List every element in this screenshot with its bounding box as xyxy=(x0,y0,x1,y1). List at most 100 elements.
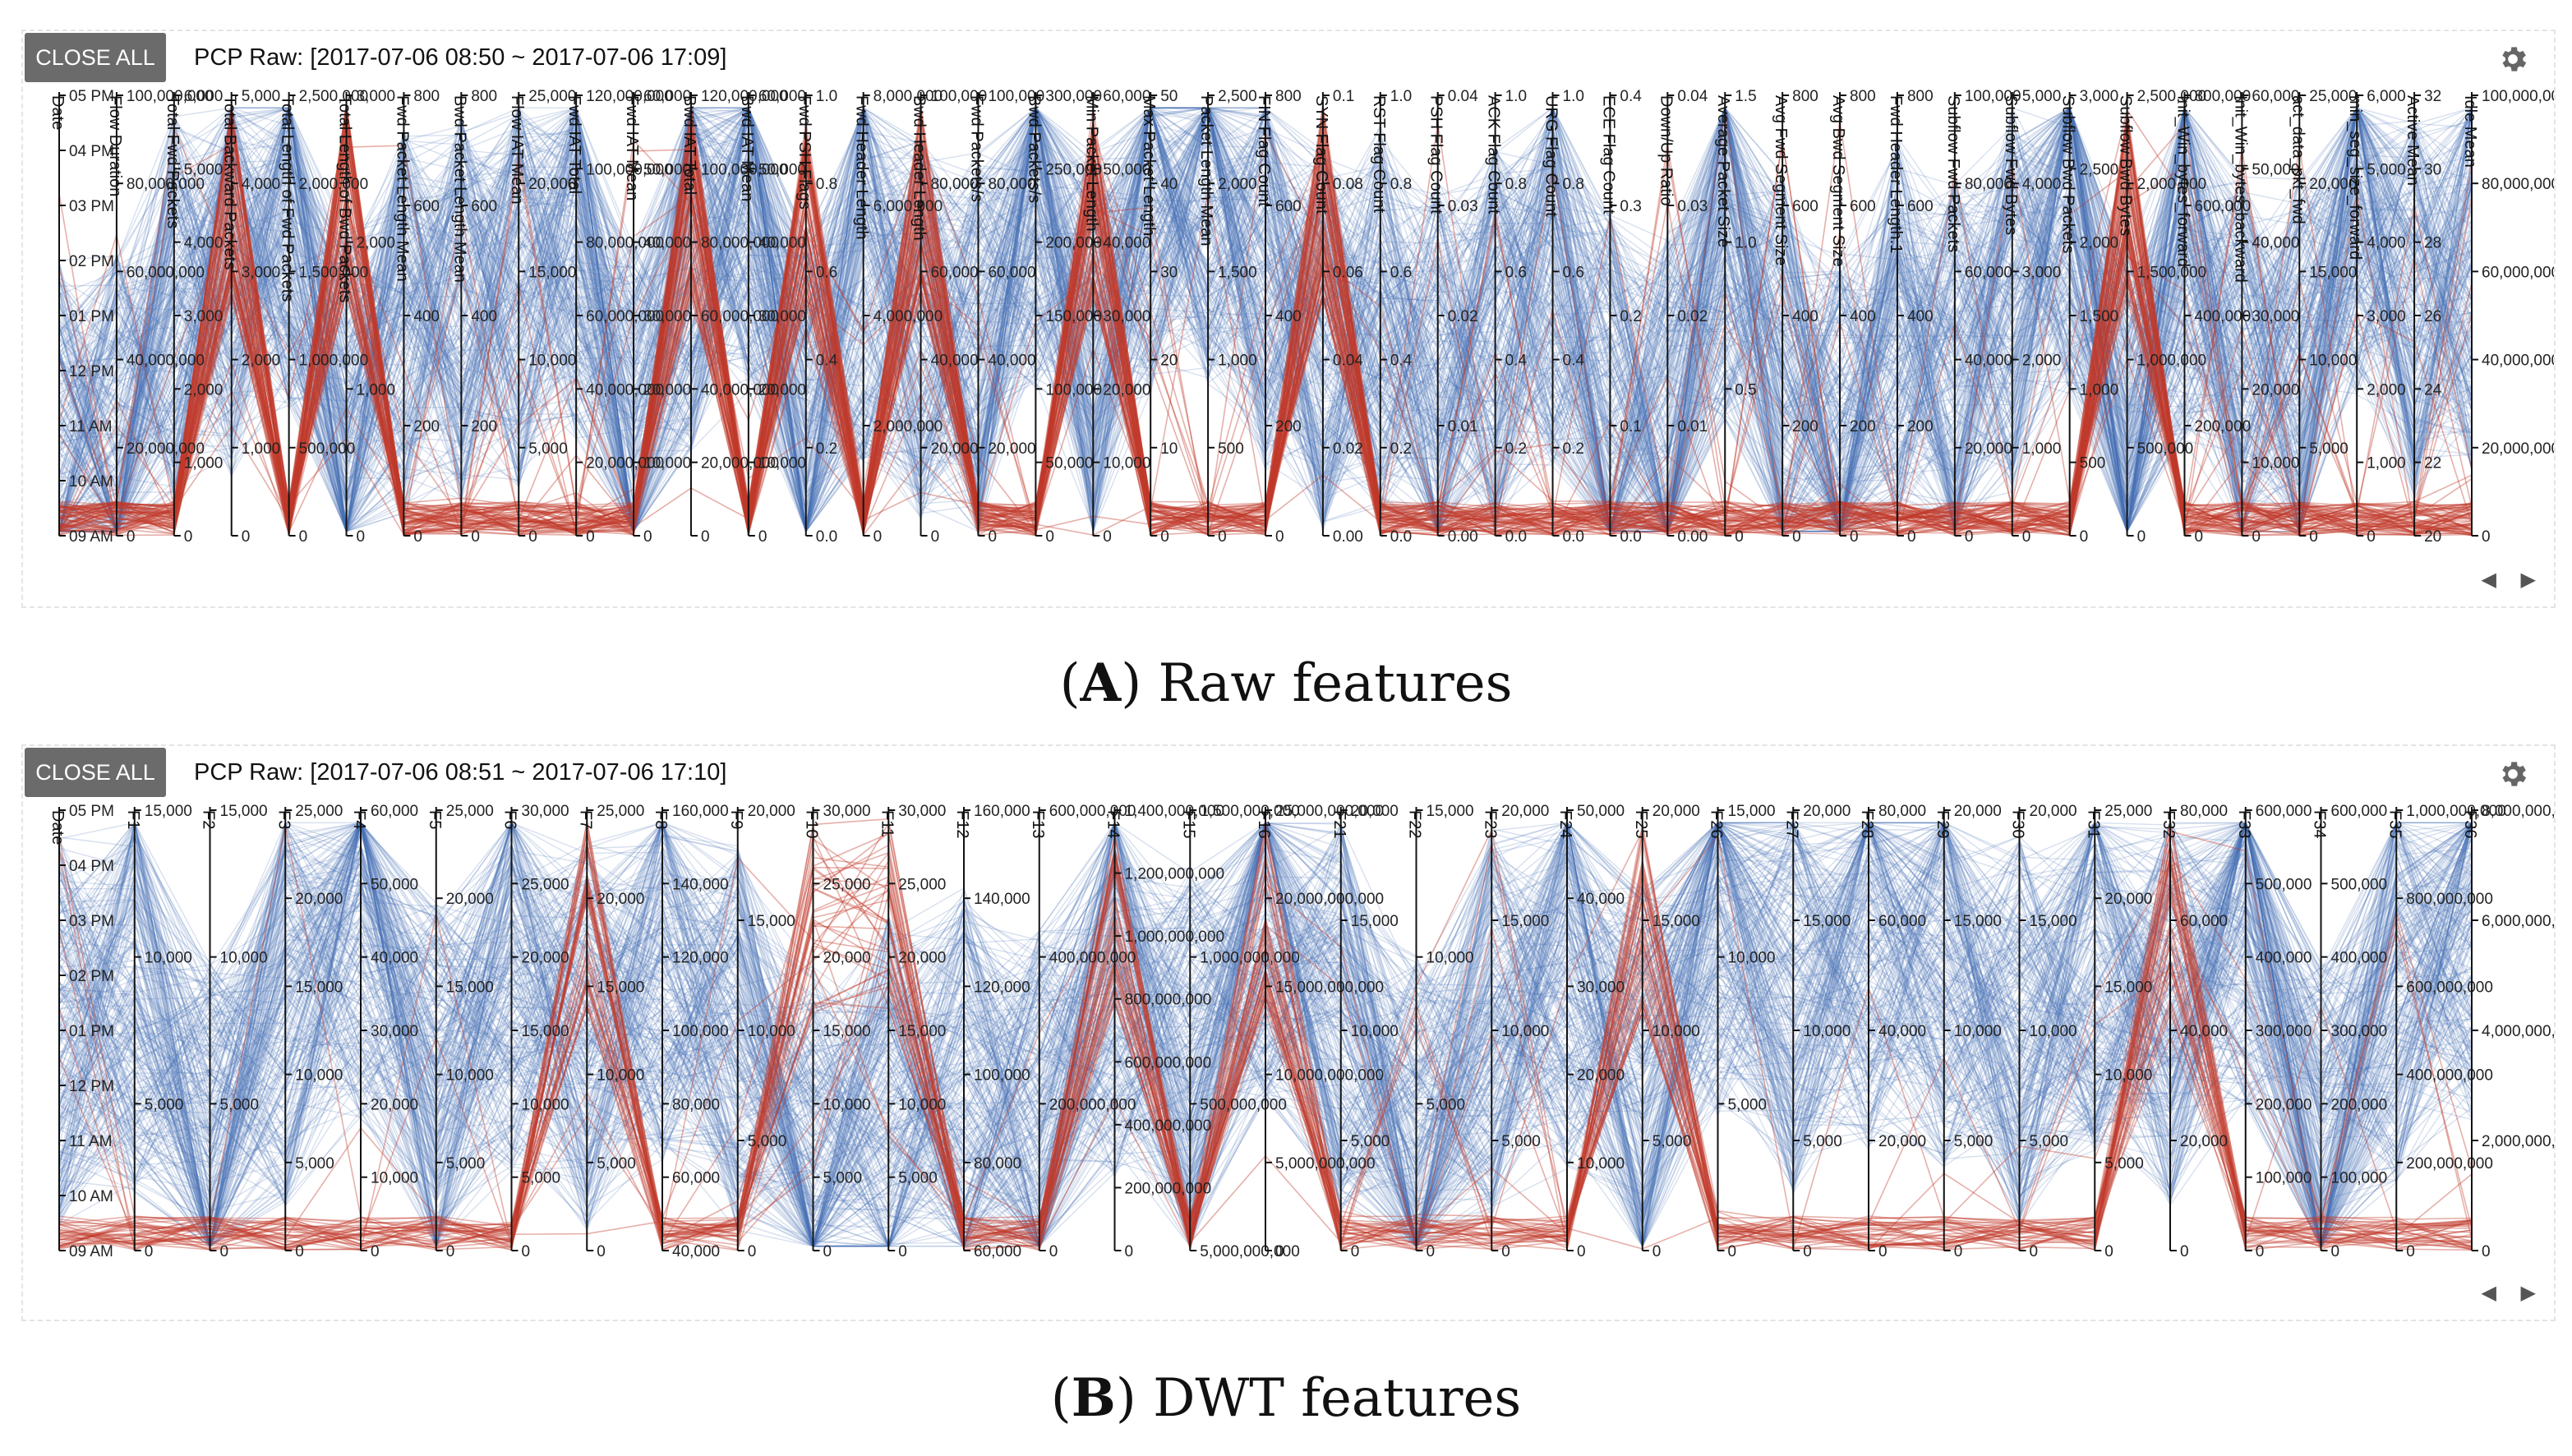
close-all-button[interactable]: CLOSE ALL xyxy=(25,748,166,797)
axis-f1[interactable]: F1 15,000 10,000 5,000 0 xyxy=(124,803,192,1260)
axis-fwd-packet-length-mean[interactable]: Fwd Packet Length Mean 800 600 400 200 0 xyxy=(393,88,440,546)
axis-f26[interactable]: F26 15,000 10,000 5,000 0 xyxy=(1708,803,1776,1260)
axis-fwd-psh-flags[interactable]: Fwd PSH Flags 1.0 0.8 0.6 0.4 0.2 0.0 xyxy=(795,88,838,546)
axis-avg-fwd-segment-size[interactable]: Avg Fwd Segment Size 800 600 400 200 0 xyxy=(1772,88,1818,546)
axis-init-win-bytes-forward[interactable]: Init_Win_bytes_forward 800,000 600,000 400,… xyxy=(2173,88,2251,546)
axis-active-mean[interactable]: Active Mean 32 30 28 26 24 22 20 xyxy=(2404,88,2442,546)
axis-f31[interactable]: F31 25,000 20,000 15,000 10,000 5,000 0 xyxy=(2084,803,2152,1260)
tick-label: 200 xyxy=(471,418,497,435)
axis-f5[interactable]: F5 25,000 20,000 15,000 10,000 5,000 0 xyxy=(426,803,494,1260)
tick-label: 10,000 xyxy=(2309,352,2357,370)
axis-f34[interactable]: F34 600,000 500,000 400,000 300,000 200,000 10… xyxy=(2311,803,2388,1260)
axis-label: F36 xyxy=(2461,810,2479,838)
axis-bwd-packets-s[interactable]: Bwd Packets/s 300,000 250,000 200,000 150,00… xyxy=(1025,88,1102,546)
axis-label: F35 xyxy=(2385,810,2404,838)
axis-f33[interactable]: F33 600,000 500,000 400,000 300,000 200,000 10… xyxy=(2235,803,2312,1260)
tick-label: 0 xyxy=(295,1243,304,1260)
tick-label: 400,000,000 xyxy=(2406,1067,2493,1085)
axis-f9[interactable]: F9 20,000 15,000 10,000 5,000 0 xyxy=(727,803,795,1260)
caret-right-icon[interactable]: ▶ xyxy=(2520,569,2536,591)
axis-fwd-header-length[interactable]: Fwd Header Length 8,000,000 6,000,000 4,000… xyxy=(853,88,943,546)
tick-label: 20,000,000 xyxy=(586,455,664,472)
axis-init-win-bytes-backward[interactable]: Init_Win_bytes_backward 60,000 50,000 40,00… xyxy=(2231,88,2299,546)
axis-f28[interactable]: F28 80,000 60,000 40,000 20,000 0 xyxy=(1858,803,1926,1260)
axis-f24[interactable]: F24 50,000 40,000 30,000 20,000 10,000 0 xyxy=(1556,803,1625,1260)
axis-rst-flag-count[interactable]: RST Flag Count 1.0 0.8 0.6 0.4 0.2 0.0 xyxy=(1370,88,1413,546)
pcp-chart-raw[interactable]: Date 05 PM 04 PM 03 PM 02 PM 01 PM 12 PM 11 AM 1… xyxy=(23,31,2554,606)
axis-total-length-of-fwd-packets[interactable]: Total Length of Fwd Packets 2,500,000 2,00… xyxy=(279,88,369,546)
axis-max-packet-length[interactable]: Max Packet Length 50 40 30 20 10 0 xyxy=(1140,88,1178,546)
axis-f12[interactable]: F12 160,000 140,000 120,000 100,000 80,000 60,… xyxy=(953,803,1030,1260)
axis-subflow-bwd-bytes[interactable]: Subflow Bwd Bytes 2,500,000 2,000,000 1,500… xyxy=(2117,88,2207,546)
axis-total-backward-packets[interactable]: Total Backward Packets 5,000 4,000 3,000 2,0… xyxy=(221,88,281,546)
tick-label: 3,000 xyxy=(2022,264,2062,281)
axis-bwd-header-length[interactable]: Bwd Header Length 100,000 80,000 60,000 40,0… xyxy=(910,88,988,546)
axis-ack-flag-count[interactable]: ACK Flag Count 1.0 0.8 0.6 0.4 0.2 0.0 xyxy=(1485,88,1528,546)
axis-f16[interactable]: F16 25,000,000,000 20,000,000,000 15,000,00… xyxy=(1255,803,1384,1260)
axis-syn-flag-count[interactable]: SYN Flag Count 0.1 0.08 0.06 0.04 0.02 0.00 xyxy=(1312,88,1363,546)
axis-f27[interactable]: F27 20,000 15,000 10,000 5,000 0 xyxy=(1782,803,1851,1260)
tick-label: 0.08 xyxy=(1333,176,1363,193)
gear-icon[interactable] xyxy=(2496,758,2529,790)
axis-f23[interactable]: F23 20,000 15,000 10,000 5,000 0 xyxy=(1481,803,1549,1260)
axis-date[interactable]: Date 05 PM 04 PM 03 PM 02 PM 01 PM 12 PM 11 AM 1… xyxy=(48,88,114,546)
tick-label: 0 xyxy=(1045,528,1054,546)
axis-f2[interactable]: F2 15,000 10,000 5,000 0 xyxy=(200,803,268,1260)
tick-label: 800 xyxy=(471,88,497,105)
axis-f6[interactable]: F6 30,000 25,000 20,000 15,000 10,000 5,000 0 xyxy=(501,803,569,1260)
axis-total-fwd-packets[interactable]: Total Fwd Packets 6,000 5,000 4,000 3,000 2,0… xyxy=(164,88,224,546)
axis-flow-duration[interactable]: Flow Duration 100,000,000 80,000,000 60,000… xyxy=(106,88,214,546)
axis-f22[interactable]: F22 15,000 10,000 5,000 0 xyxy=(1406,803,1474,1260)
axis-subflow-fwd-packets[interactable]: Subflow Fwd Packets 100,000 80,000 60,000 40… xyxy=(1944,88,2021,546)
axis-psh-flag-count[interactable]: PSH Flag Count 0.04 0.03 0.02 0.01 0.00 xyxy=(1427,88,1478,546)
axis-act-data-pkt-fwd[interactable]: act_data_pkt_fwd 25,000 20,000 15,000 10,000… xyxy=(2289,88,2357,546)
tick-label: 2,000 xyxy=(2080,235,2119,252)
axis-f3[interactable]: F3 25,000 20,000 15,000 10,000 5,000 0 xyxy=(274,803,343,1260)
axis-flow-iat-mean[interactable]: Flow IAT Mean 25,000 20,000 15,000 10,000 5,0… xyxy=(508,88,576,546)
axis-subflow-fwd-bytes[interactable]: Subflow Fwd Bytes 5,000 4,000 3,000 2,000 1,0… xyxy=(2002,88,2062,546)
pcp-chart-dwt[interactable]: Date 05 PM 04 PM 03 PM 02 PM 01 PM 12 PM 11 AM 1… xyxy=(23,746,2554,1321)
gear-icon[interactable] xyxy=(2496,43,2529,76)
axis-fwd-iat-total[interactable]: Fwd IAT Total 120,000,000 100,000,000 80,00… xyxy=(565,88,673,546)
axis-bwd-iat-total[interactable]: Bwd IAT Total 120,000,000 100,000,000 80,00… xyxy=(680,88,788,546)
axis-f10[interactable]: F10 30,000 25,000 20,000 15,000 10,000 5,000 0 xyxy=(803,803,871,1260)
axis-f29[interactable]: F29 20,000 15,000 10,000 5,000 0 xyxy=(1934,803,2002,1260)
axis-packet-length-mean[interactable]: Packet Length Mean 2,500 2,000 1,500 1,000 50… xyxy=(1197,88,1257,546)
axis-fwd-header-length-1[interactable]: Fwd Header Length.1 800 600 400 200 0 xyxy=(1887,88,1934,546)
axis-ece-flag-count[interactable]: ECE Flag Count 0.4 0.3 0.2 0.1 0.0 xyxy=(1599,88,1642,546)
caret-left-icon[interactable]: ◀ xyxy=(2481,569,2496,591)
axis-f25[interactable]: F25 20,000 15,000 10,000 5,000 0 xyxy=(1632,803,1700,1260)
axis-f21[interactable]: F21 20,000 15,000 10,000 5,000 0 xyxy=(1330,803,1399,1260)
tick-label: 0 xyxy=(988,528,997,546)
axis-down-up-ratio[interactable]: Down/Up Ratio 0.04 0.03 0.02 0.01 0.00 xyxy=(1657,88,1708,546)
axis-label: F31 xyxy=(2084,810,2102,838)
axis-bwd-packet-length-mean[interactable]: Bwd Packet Length Mean 800 600 400 200 0 xyxy=(450,88,497,546)
axis-f30[interactable]: F30 20,000 15,000 10,000 5,000 0 xyxy=(2009,803,2077,1260)
caret-left-icon[interactable]: ◀ xyxy=(2481,1282,2496,1304)
axis-f11[interactable]: F11 30,000 25,000 20,000 15,000 10,000 5,000 0 xyxy=(878,803,946,1260)
axis-bwd-iat-mean[interactable]: Bwd IAT Mean 60,000 50,000 40,000 30,000 20,0… xyxy=(738,88,806,546)
tick-label: 2,500 xyxy=(2080,161,2119,178)
axis-fin-flag-count[interactable]: FIN Flag Count 800 600 400 200 0 xyxy=(1255,88,1302,546)
axis-avg-bwd-segment-size[interactable]: Avg Bwd Segment Size 800 600 400 200 0 xyxy=(1829,88,1876,546)
tick-label: 60,000,000 xyxy=(2482,264,2554,281)
axis-subflow-bwd-packets[interactable]: Subflow Bwd Packets 3,000 2,500 2,000 1,500 1… xyxy=(2059,88,2119,546)
caret-right-icon[interactable]: ▶ xyxy=(2520,1282,2536,1304)
axis-f32[interactable]: F32 80,000 60,000 40,000 20,000 0 xyxy=(2159,803,2228,1260)
tick-label: 1,000,000,000 xyxy=(2406,803,2506,820)
axis-total-length-of-bwd-packets[interactable]: Total Length of Bwd Packets 3,000 2,000 1,0… xyxy=(336,88,396,546)
axis-fwd-iat-mean[interactable]: Fwd IAT Mean 60,000 50,000 40,000 30,000 20,0… xyxy=(623,88,691,546)
axis-f7[interactable]: F7 25,000 20,000 15,000 10,000 5,000 0 xyxy=(576,803,644,1260)
axis-min-packet-length[interactable]: Min Packet Length 60,000 50,000 40,000 30,00… xyxy=(1082,88,1150,546)
axis-fwd-packets-s[interactable]: Fwd Packets/s 100,000 80,000 60,000 40,000 20… xyxy=(967,88,1044,546)
axis-date[interactable]: Date 05 PM 04 PM 03 PM 02 PM 01 PM 12 PM 11 AM 1… xyxy=(48,803,114,1260)
axis-average-packet-size[interactable]: Average Packet Size 1.5 1.0 0.5 0 xyxy=(1714,88,1756,546)
pcp-title: PCP Raw: [2017-07-06 08:51 ~ 2017-07-06 … xyxy=(194,759,727,786)
close-all-button[interactable]: CLOSE ALL xyxy=(25,33,166,82)
axis-f8[interactable]: F8 160,000 140,000 120,000 100,000 80,000 60,0… xyxy=(652,803,729,1260)
axis-min-seg-size-forward[interactable]: min_seg_size_forward 6,000 5,000 4,000 3,000… xyxy=(2346,88,2406,546)
axis-urg-flag-count[interactable]: URG Flag Count 1.0 0.8 0.6 0.4 0.2 0.0 xyxy=(1542,88,1585,546)
axis-f4[interactable]: F4 60,000 50,000 40,000 30,000 20,000 10,000 0 xyxy=(350,803,418,1260)
